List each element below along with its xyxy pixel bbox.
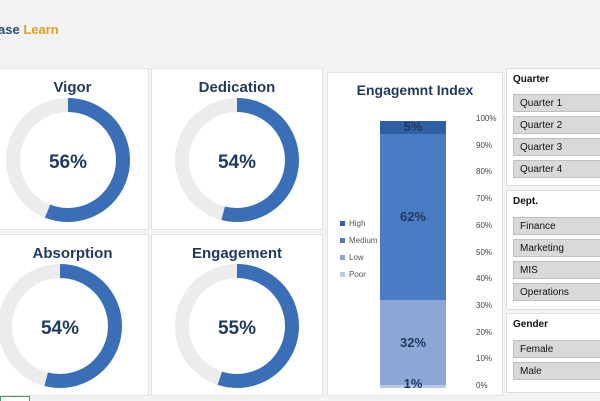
card-title: Absorption [32, 245, 113, 262]
card-dedication: Dedication 54% [151, 68, 323, 230]
y-tick-label: 20% [476, 327, 493, 337]
data-label-high: 5% [403, 119, 423, 134]
y-tick-label: 90% [476, 140, 493, 150]
slicer-item-quarter-1[interactable]: Quarter 1 [513, 94, 600, 112]
bar-segment-low [380, 299, 446, 386]
slicer-item-mis[interactable]: MIS [513, 261, 600, 279]
bar-segment-medium [380, 134, 446, 300]
card-vigor: Vigor 56% [0, 68, 149, 230]
bar-segment-high [380, 121, 446, 135]
slicer-item-quarter-4[interactable]: Quarter 4 [513, 160, 600, 178]
y-tick-label: 10% [476, 354, 493, 364]
donut-value: 56% [48, 152, 88, 173]
y-tick-label: 60% [476, 220, 493, 230]
legend-high: High [340, 219, 365, 228]
donut-value: 54% [40, 318, 80, 339]
donut-value: 55% [217, 318, 257, 339]
slicer-gender: Gender Female Male [506, 313, 600, 393]
legend-label: Poor [349, 270, 366, 279]
bottom-left-tab[interactable] [0, 396, 30, 401]
data-label-medium: 62% [399, 209, 427, 225]
donut-chart [175, 98, 299, 222]
top-bar: ase Learn [0, 0, 600, 62]
slicer-quarter: Quarter Quarter 1 Quarter 2 Quarter 3 Qu… [506, 68, 600, 186]
card-engagement: Engagement 55% [151, 234, 323, 396]
y-tick-label: 100% [476, 114, 497, 123]
bar-segment-poor [380, 385, 446, 388]
donut-arc [175, 98, 299, 222]
slicer-item-finance[interactable]: Finance [513, 217, 600, 235]
y-tick-label: 40% [476, 274, 493, 284]
donut-value: 54% [217, 152, 257, 173]
slicer-item-operations[interactable]: Operations [513, 283, 600, 301]
legend-label: Medium [349, 236, 378, 245]
card-title: Vigor [53, 79, 92, 96]
donut-arc [6, 98, 130, 222]
donut-chart [175, 264, 299, 388]
donut-arc [175, 264, 299, 388]
y-tick-label: 50% [476, 247, 493, 257]
slicer-dept: Dept. Finance Marketing MIS Operations [506, 190, 600, 310]
chart-title: Engagemnt Index [356, 82, 474, 98]
data-label-low: 32% [399, 334, 427, 350]
slicer-title: Gender [513, 319, 549, 330]
y-tick-label: 30% [476, 300, 493, 310]
card-title: Engagement [191, 245, 282, 262]
brand-part-2: Learn [23, 22, 59, 37]
legend-low: Low [340, 253, 364, 262]
donut-chart [6, 98, 130, 222]
donut-chart [0, 264, 122, 388]
slicer-item-male[interactable]: Male [513, 362, 600, 380]
slicer-item-quarter-2[interactable]: Quarter 2 [513, 116, 600, 134]
brand-logo: ase Learn [0, 22, 59, 37]
card-absorption: Absorption 54% [0, 234, 149, 396]
y-tick-label: 70% [476, 194, 493, 204]
slicer-title: Dept. [513, 196, 538, 207]
brand-part-1: ase [0, 22, 20, 37]
legend-label: High [349, 219, 366, 228]
y-tick-label: 0% [476, 381, 488, 390]
y-tick-label: 80% [476, 167, 493, 177]
legend-label: Low [349, 253, 364, 262]
donut-arc [0, 264, 122, 388]
legend-medium: Medium [340, 236, 377, 245]
slicer-title: Quarter [513, 74, 550, 85]
card-title: Dedication [198, 79, 276, 96]
data-label-poor: 1% [403, 376, 423, 392]
slicer-item-female[interactable]: Female [513, 340, 600, 358]
slicer-item-quarter-3[interactable]: Quarter 3 [513, 138, 600, 156]
slicer-item-marketing[interactable]: Marketing [513, 239, 600, 257]
legend-poor: Poor [340, 270, 366, 279]
